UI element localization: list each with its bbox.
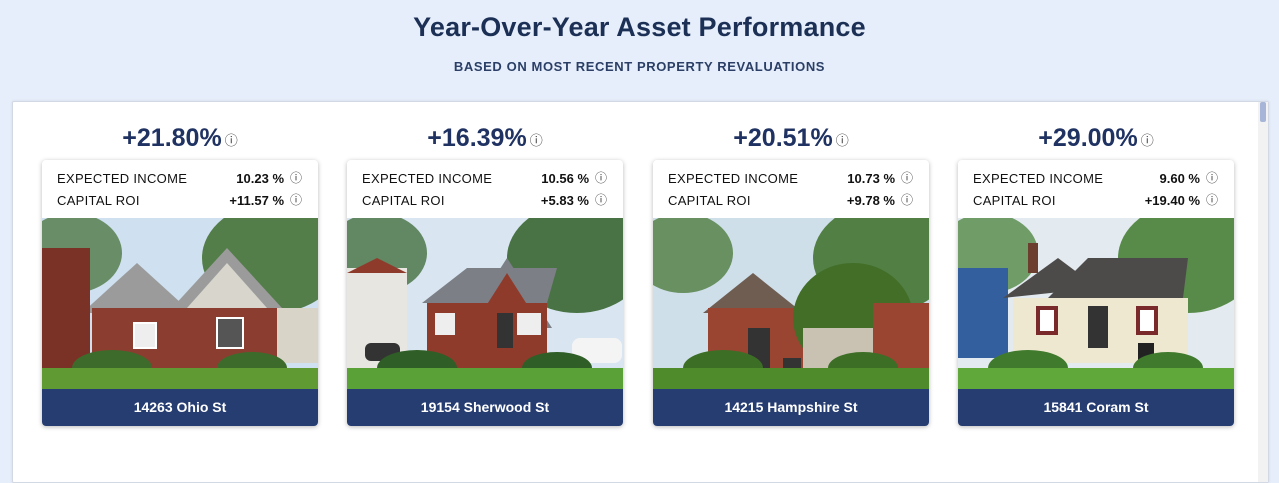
capital-roi-row: CAPITAL ROI +5.83 % ⓘ	[362, 193, 607, 213]
expected-income-label: EXPECTED INCOME	[668, 171, 799, 186]
expected-income-row: EXPECTED INCOME 10.56 % ⓘ	[362, 171, 607, 191]
info-icon[interactable]: ⓘ	[594, 193, 607, 207]
capital-roi-label: CAPITAL ROI	[973, 193, 1056, 208]
expected-income-label: EXPECTED INCOME	[362, 171, 493, 186]
property-address[interactable]: 15841 Coram St	[958, 389, 1234, 426]
info-icon[interactable]: ⓘ	[835, 133, 849, 148]
capital-roi-label: CAPITAL ROI	[362, 193, 445, 208]
page-title: Year-Over-Year Asset Performance	[413, 12, 866, 42]
expected-income-value: 10.23 %	[236, 171, 284, 186]
capital-roi-value: +5.83 %	[540, 193, 589, 208]
info-icon[interactable]: ⓘ	[1205, 193, 1218, 207]
properties-panel: +21.80% ⓘ EXPECTED INCOME 10.23 % ⓘ CAPIT…	[12, 101, 1269, 483]
scrollbar-thumb[interactable]	[1260, 102, 1266, 122]
capital-roi-label: CAPITAL ROI	[57, 193, 140, 208]
capital-roi-value: +19.40 %	[1144, 193, 1200, 208]
capital-roi-value: +9.78 %	[846, 193, 895, 208]
info-icon[interactable]: ⓘ	[900, 193, 913, 207]
performance-percent: +21.80%	[122, 124, 222, 152]
property-card[interactable]: EXPECTED INCOME 10.23 % ⓘ CAPITAL ROI +1…	[42, 160, 318, 426]
expected-income-label: EXPECTED INCOME	[57, 171, 188, 186]
capital-roi-value: +11.57 %	[229, 193, 284, 208]
performance-value: +16.39% ⓘ	[347, 124, 623, 153]
property-photo[interactable]	[653, 218, 929, 389]
expected-income-value: 10.73 %	[847, 171, 895, 186]
property-address[interactable]: 14263 Ohio St	[42, 389, 318, 426]
capital-roi-label: CAPITAL ROI	[668, 193, 751, 208]
info-icon[interactable]: ⓘ	[1205, 171, 1218, 185]
capital-roi-row: CAPITAL ROI +11.57 % ⓘ	[57, 193, 302, 213]
info-icon[interactable]: ⓘ	[594, 171, 607, 185]
info-icon[interactable]: ⓘ	[289, 193, 302, 207]
expected-income-row: EXPECTED INCOME 10.23 % ⓘ	[57, 171, 302, 191]
property-card[interactable]: EXPECTED INCOME 10.56 % ⓘ CAPITAL ROI +5…	[347, 160, 623, 426]
expected-income-value: 10.56 %	[541, 171, 589, 186]
info-icon[interactable]: ⓘ	[900, 171, 913, 185]
performance-percent: +29.00%	[1038, 124, 1138, 152]
property-card[interactable]: EXPECTED INCOME 10.73 % ⓘ CAPITAL ROI +9…	[653, 160, 929, 426]
expected-income-value: 9.60 %	[1159, 171, 1200, 186]
capital-roi-row: CAPITAL ROI +9.78 % ⓘ	[668, 193, 913, 213]
info-icon[interactable]: ⓘ	[1140, 133, 1154, 148]
performance-value: +29.00% ⓘ	[958, 124, 1234, 153]
info-icon[interactable]: ⓘ	[289, 171, 302, 185]
property-address[interactable]: 19154 Sherwood St	[347, 389, 623, 426]
property-photo[interactable]	[347, 218, 623, 389]
expected-income-row: EXPECTED INCOME 10.73 % ⓘ	[668, 171, 913, 191]
capital-roi-row: CAPITAL ROI +19.40 % ⓘ	[973, 193, 1218, 213]
expected-income-label: EXPECTED INCOME	[973, 171, 1104, 186]
expected-income-row: EXPECTED INCOME 9.60 % ⓘ	[973, 171, 1218, 191]
performance-percent: +16.39%	[427, 124, 527, 152]
performance-value: +21.80% ⓘ	[42, 124, 318, 153]
property-address[interactable]: 14215 Hampshire St	[653, 389, 929, 426]
performance-percent: +20.51%	[733, 124, 833, 152]
performance-value: +20.51% ⓘ	[653, 124, 929, 153]
page-subtitle: BASED ON MOST RECENT PROPERTY REVALUATIO…	[453, 59, 826, 74]
property-photo[interactable]	[958, 218, 1234, 389]
property-photo[interactable]	[42, 218, 318, 389]
info-icon[interactable]: ⓘ	[224, 133, 238, 148]
info-icon[interactable]: ⓘ	[529, 133, 543, 148]
scrollbar[interactable]	[1258, 102, 1268, 482]
property-card[interactable]: EXPECTED INCOME 9.60 % ⓘ CAPITAL ROI +19…	[958, 160, 1234, 426]
